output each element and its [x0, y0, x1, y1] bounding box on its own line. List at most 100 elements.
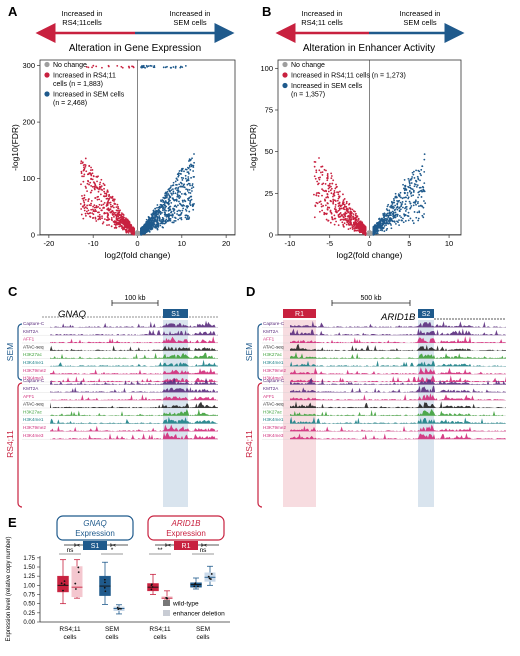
- point-rs411: [85, 65, 88, 68]
- point-sem: [167, 200, 170, 203]
- point-sem: [372, 232, 375, 235]
- point-sem: [172, 184, 175, 187]
- point-sem: [184, 64, 187, 67]
- point-sem: [174, 216, 176, 219]
- point-rs411: [345, 200, 348, 203]
- point-rs411: [100, 188, 103, 191]
- legend-label: Increased in SEM cells: [291, 83, 363, 90]
- point-sem: [410, 187, 413, 190]
- track-label: H3K79me2: [263, 368, 286, 373]
- point-rs411: [338, 216, 340, 219]
- point-rs411: [121, 222, 124, 225]
- point-sem: [422, 186, 425, 189]
- point-rs411: [96, 196, 99, 198]
- point-sem: [400, 219, 403, 222]
- point-sem: [150, 228, 152, 231]
- point-rs411: [329, 182, 331, 185]
- point-rs411: [340, 204, 343, 207]
- point-sem: [407, 211, 410, 214]
- point-sem: [409, 202, 412, 205]
- point-rs411: [99, 218, 102, 221]
- point-no-change: [368, 229, 371, 232]
- track-label: H3K27ac: [23, 352, 43, 357]
- point-rs411: [337, 193, 340, 196]
- point-rs411: [357, 217, 360, 220]
- point-rs411: [117, 223, 120, 226]
- point-sem: [418, 211, 421, 214]
- point-sem: [379, 219, 382, 222]
- point-sem: [393, 201, 396, 204]
- point-sem: [389, 222, 392, 225]
- point-rs411: [97, 215, 100, 218]
- track-signal: [50, 329, 218, 336]
- point-sem: [401, 201, 404, 203]
- panel-c-region-s1-label: S1: [171, 311, 180, 318]
- point-rs411: [106, 224, 108, 227]
- panel-e-gnaq-region: S1: [91, 543, 100, 550]
- point-sem: [184, 168, 187, 171]
- point-sem: [422, 216, 425, 219]
- point-sem: [390, 218, 393, 220]
- point-rs411: [82, 175, 85, 178]
- point-rs411: [83, 196, 86, 199]
- point-sem: [390, 227, 393, 230]
- point-sem: [403, 189, 406, 192]
- point-rs411: [342, 201, 345, 204]
- point-sem: [165, 215, 168, 218]
- point-rs411: [313, 175, 316, 178]
- point-rs411: [349, 223, 352, 226]
- point-rs411: [336, 199, 339, 202]
- track-signal: [290, 367, 506, 375]
- point-rs411: [84, 212, 87, 215]
- point-rs411: [94, 184, 97, 187]
- point-sem: [173, 205, 176, 208]
- point-rs411: [132, 232, 135, 235]
- point-no-change: [366, 233, 369, 236]
- point-sem: [171, 193, 173, 196]
- point-sem: [191, 157, 193, 160]
- point-sem: [412, 204, 415, 207]
- point-sem: [385, 208, 388, 210]
- point-sem: [398, 219, 400, 222]
- point-rs411: [87, 200, 90, 202]
- point-rs411: [102, 207, 104, 209]
- point-rs411: [324, 189, 327, 192]
- point-rs411: [84, 206, 87, 209]
- point-rs411: [98, 198, 101, 201]
- point-rs411: [356, 229, 359, 232]
- point-rs411: [314, 177, 317, 180]
- point-rs411: [106, 216, 109, 218]
- point-rs411: [330, 187, 333, 190]
- point-rs411: [353, 229, 356, 232]
- point-rs411: [346, 210, 349, 213]
- point-sem: [376, 223, 379, 226]
- point-rs411: [342, 199, 345, 202]
- point-rs411: [108, 224, 110, 226]
- point-sem: [403, 196, 406, 199]
- point-rs411: [111, 205, 114, 207]
- point-sem: [394, 211, 397, 214]
- point-rs411: [105, 205, 108, 207]
- point-sem: [420, 196, 423, 198]
- point-sem: [148, 218, 150, 221]
- point-sem: [170, 201, 173, 204]
- point-rs411: [108, 209, 110, 212]
- box-wild-type: [57, 575, 69, 593]
- point-sem: [185, 188, 188, 191]
- point-sem: [416, 184, 419, 187]
- point-rs411: [113, 215, 115, 218]
- point-sem: [385, 221, 388, 223]
- point-rs411: [96, 176, 99, 178]
- point-sem: [147, 65, 150, 68]
- point-rs411: [102, 182, 105, 185]
- point-rs411: [341, 215, 344, 217]
- point-sem: [156, 217, 159, 220]
- track-signal: [50, 359, 218, 367]
- panel-c-gene-label: GNAQ: [58, 309, 87, 320]
- point-sem: [177, 175, 180, 178]
- point-sem: [165, 196, 168, 198]
- track-signal: [50, 352, 218, 359]
- point-rs411: [354, 210, 356, 213]
- point-rs411: [132, 65, 135, 68]
